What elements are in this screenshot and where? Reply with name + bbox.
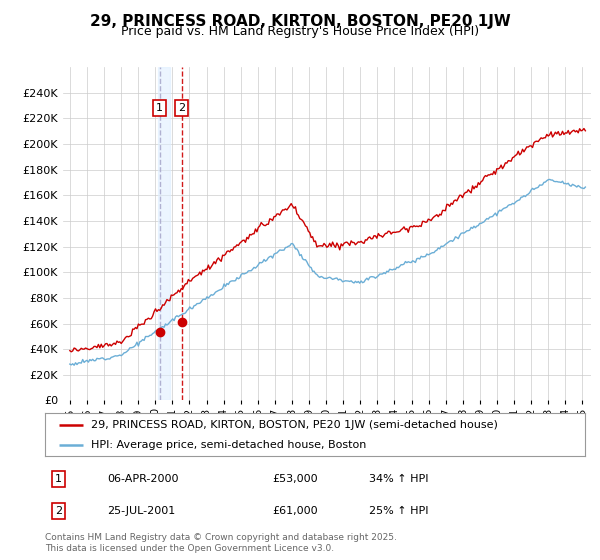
Text: 29, PRINCESS ROAD, KIRTON, BOSTON, PE20 1JW (semi-detached house): 29, PRINCESS ROAD, KIRTON, BOSTON, PE20 … [91,419,498,430]
Bar [158,67,170,400]
Text: 2: 2 [178,103,185,113]
Text: 2: 2 [55,506,62,516]
Text: £53,000: £53,000 [272,474,317,484]
Text: HPI: Average price, semi-detached house, Boston: HPI: Average price, semi-detached house,… [91,440,366,450]
Text: 25-JUL-2001: 25-JUL-2001 [107,506,175,516]
Text: £61,000: £61,000 [272,506,317,516]
Text: Price paid vs. HM Land Registry's House Price Index (HPI): Price paid vs. HM Land Registry's House … [121,25,479,38]
Text: 34% ↑ HPI: 34% ↑ HPI [369,474,428,484]
Text: 29, PRINCESS ROAD, KIRTON, BOSTON, PE20 1JW: 29, PRINCESS ROAD, KIRTON, BOSTON, PE20 … [89,14,511,29]
Text: Contains HM Land Registry data © Crown copyright and database right 2025.
This d: Contains HM Land Registry data © Crown c… [45,533,397,553]
Text: 06-APR-2000: 06-APR-2000 [107,474,179,484]
Text: 25% ↑ HPI: 25% ↑ HPI [369,506,428,516]
Text: 1: 1 [156,103,163,113]
Text: 1: 1 [55,474,62,484]
